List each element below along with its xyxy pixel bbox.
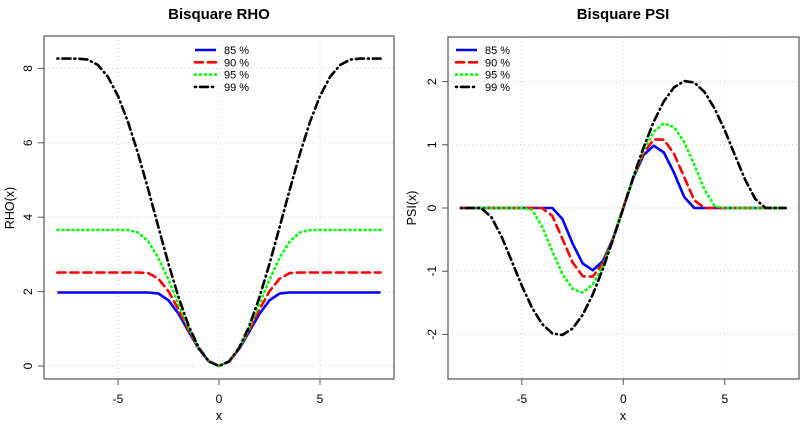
legend-label: 95 % (485, 70, 510, 82)
rho-x-tick-label: -5 (113, 392, 124, 406)
psi-y-label: PSI(x) (405, 191, 419, 226)
rho-title: Bisquare RHO (168, 6, 270, 23)
rho-series-85 (57, 291, 381, 368)
psi-x-tick-label: 0 (620, 392, 627, 406)
rho-y-tick-label: 6 (21, 139, 35, 146)
legend-label: 95 % (224, 70, 249, 82)
rho-x-tick-label: 5 (317, 392, 324, 406)
rho-series-90 (56, 271, 382, 368)
psi-title: Bisquare PSI (577, 6, 670, 23)
legend-label: 85 % (485, 45, 510, 57)
psi-y-tick-label: 2 (425, 78, 439, 85)
psi-plot-box (447, 36, 800, 380)
rho-series-99 (56, 57, 382, 368)
legend-label: 90 % (224, 57, 249, 69)
psi-x-tick-label: -5 (516, 392, 527, 406)
psi-y-tick-label: 0 (425, 204, 439, 211)
rho-x-label: x (216, 409, 223, 423)
rho-y-tick-label: 8 (21, 65, 35, 72)
legend-label: 99 % (485, 82, 510, 94)
rho-y-label: RHO(x) (3, 187, 17, 229)
rho-plot-box (43, 35, 395, 380)
psi-series-99 (459, 79, 788, 337)
legend-label: 85 % (224, 45, 249, 57)
psi-y-tick-label: 1 (425, 141, 439, 148)
rho-y-tick-label: 4 (21, 214, 35, 221)
psi-y-tick-label: -1 (425, 266, 439, 277)
psi-x-tick-label: 5 (721, 392, 728, 406)
legend-label: 99 % (224, 82, 249, 94)
psi-x-label: x (620, 409, 627, 423)
rho-y-tick-label: 0 (21, 362, 35, 369)
rho-x-tick-label: 0 (216, 392, 223, 406)
legend-label: 90 % (485, 57, 510, 69)
rho-y-tick-label: 2 (21, 288, 35, 295)
psi-panel: Bisquare PSI x PSI(x) -5 0 5 -2 -1 0 1 2 85 %90 … (405, 6, 800, 423)
psi-y-tick-label: -2 (425, 329, 439, 340)
rho-series-95 (56, 228, 382, 368)
